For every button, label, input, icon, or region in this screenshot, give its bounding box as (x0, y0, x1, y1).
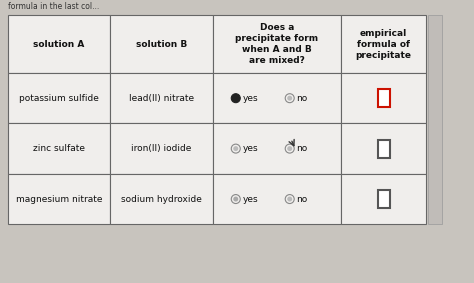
Text: no: no (296, 94, 308, 103)
Circle shape (231, 195, 240, 203)
Text: no: no (296, 144, 308, 153)
Bar (8, 73, 110, 123)
Bar (110, 73, 213, 123)
Bar (213, 73, 341, 123)
Text: sodium hydroxide: sodium hydroxide (121, 194, 202, 203)
Text: yes: yes (242, 194, 258, 203)
Bar (8, 123, 110, 174)
Bar (213, 123, 341, 174)
Text: lead(II) nitrate: lead(II) nitrate (129, 94, 194, 103)
Bar (110, 123, 213, 174)
Text: Does a
precipitate form
when A and B
are mixed?: Does a precipitate form when A and B are… (235, 23, 319, 65)
Bar (213, 174, 341, 224)
Circle shape (285, 195, 294, 203)
Circle shape (285, 94, 294, 103)
Circle shape (231, 144, 240, 153)
Text: yes: yes (242, 144, 258, 153)
Text: no: no (296, 194, 308, 203)
Text: solution A: solution A (34, 40, 85, 49)
Bar (110, 15, 213, 73)
Circle shape (233, 197, 238, 201)
Text: formula in the last col...: formula in the last col... (8, 2, 99, 11)
Bar (213, 15, 341, 73)
Bar (8, 174, 110, 224)
Circle shape (287, 197, 292, 201)
Bar (378, 190, 390, 208)
Bar (378, 89, 390, 107)
Bar (341, 73, 426, 123)
Bar (341, 174, 426, 224)
Bar (428, 15, 442, 224)
Text: yes: yes (242, 94, 258, 103)
Text: iron(II) iodide: iron(II) iodide (131, 144, 191, 153)
Bar (378, 140, 390, 158)
Circle shape (231, 94, 240, 103)
Text: potassium sulfide: potassium sulfide (19, 94, 99, 103)
Circle shape (287, 146, 292, 151)
Circle shape (287, 96, 292, 101)
Text: zinc sulfate: zinc sulfate (33, 144, 85, 153)
Bar (341, 15, 426, 73)
Circle shape (233, 146, 238, 151)
Circle shape (285, 144, 294, 153)
Bar (341, 123, 426, 174)
Text: empirical
formula of
precipitate: empirical formula of precipitate (356, 29, 411, 60)
Text: solution B: solution B (136, 40, 187, 49)
Bar (8, 15, 110, 73)
Text: magnesium nitrate: magnesium nitrate (16, 194, 102, 203)
Bar (110, 174, 213, 224)
